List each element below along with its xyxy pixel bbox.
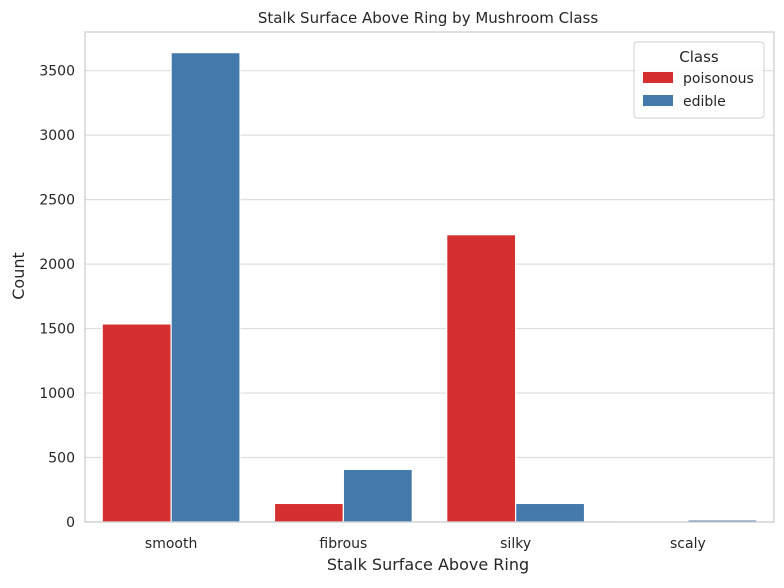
- legend: Class poisonous edible: [633, 41, 765, 119]
- y-tick-label: 3500: [39, 64, 75, 80]
- bar-poisonous-silky: [446, 234, 517, 523]
- bar-edible-silky: [515, 502, 586, 523]
- plot-frame: [84, 31, 775, 523]
- bar-edible-fibrous: [342, 468, 413, 523]
- legend-swatch-edible: [643, 95, 673, 106]
- y-tick-label: 1500: [39, 322, 75, 338]
- x-tick-label: silky: [500, 536, 531, 552]
- legend-title: Class: [679, 48, 719, 66]
- bar-poisonous-smooth: [101, 323, 172, 523]
- x-tick-label: fibrous: [319, 536, 367, 552]
- y-tick-labels: 0 500 1000 1500 2000 2500 3000 3500: [39, 64, 75, 531]
- legend-swatch-poisonous: [643, 72, 673, 83]
- y-tick-label: 2500: [39, 193, 75, 209]
- x-tick-label: scaly: [670, 536, 706, 552]
- legend-label-edible: edible: [683, 94, 726, 110]
- bar-poisonous-fibrous: [273, 502, 344, 523]
- y-tick-label: 0: [66, 515, 75, 531]
- chart-title: Stalk Surface Above Ring by Mushroom Cla…: [258, 9, 599, 27]
- y-tick-label: 500: [48, 451, 75, 467]
- x-tick-label: smooth: [145, 536, 197, 552]
- y-tick-label: 3000: [39, 128, 75, 144]
- y-axis-label: Count: [9, 252, 28, 300]
- x-axis-label: Stalk Surface Above Ring: [327, 555, 529, 574]
- y-tick-label: 2000: [39, 257, 75, 273]
- y-tick-label: 1000: [39, 386, 75, 402]
- bar-edible-smooth: [170, 52, 241, 523]
- legend-label-poisonous: poisonous: [683, 71, 754, 87]
- bars: [101, 52, 758, 523]
- x-tick-labels: smooth fibrous silky scaly: [145, 536, 706, 552]
- legend-items: poisonous edible: [643, 71, 754, 110]
